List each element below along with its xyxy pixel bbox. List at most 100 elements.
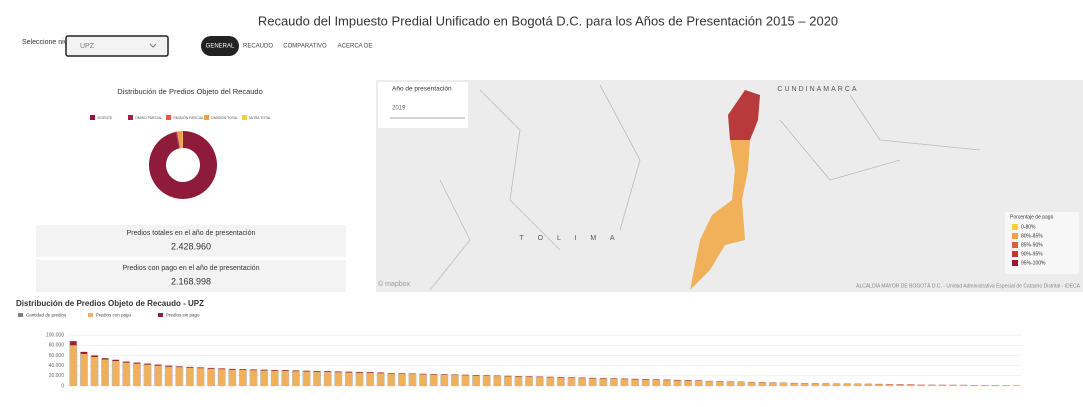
bar <box>590 378 596 386</box>
bar <box>399 374 405 386</box>
y-tick-label: 20.000 <box>49 373 65 379</box>
bar <box>187 368 193 386</box>
bar <box>547 377 553 386</box>
selector-value: UPZ <box>80 43 95 50</box>
bar <box>568 377 574 378</box>
bar <box>356 372 362 373</box>
bar <box>420 374 426 375</box>
bar <box>653 380 659 386</box>
bar <box>219 369 225 386</box>
map[interactable]: Año de presentación 2019 CUNDINAMARCA T … <box>376 80 1083 292</box>
y-tick-label: 100.000 <box>46 332 64 338</box>
bar <box>197 367 203 368</box>
bar <box>388 374 394 386</box>
bar <box>674 380 680 386</box>
bar <box>632 379 638 386</box>
stat-label: Predios totales en el año de presentació… <box>127 230 256 237</box>
bar <box>144 365 150 386</box>
legend-swatch <box>128 115 133 120</box>
bar <box>611 379 617 386</box>
bar <box>134 363 140 364</box>
bar <box>929 385 935 386</box>
bar <box>378 373 384 374</box>
bar <box>971 385 977 386</box>
legend-swatch <box>88 313 93 317</box>
bar <box>1014 385 1020 386</box>
bar <box>282 371 288 386</box>
bar <box>579 378 585 379</box>
tab[interactable]: GENERAL <box>206 44 235 50</box>
bar <box>685 381 691 386</box>
bar <box>367 372 373 373</box>
year-label: Año de presentación <box>392 86 452 93</box>
bar <box>187 367 193 368</box>
bar <box>844 384 850 386</box>
bar <box>738 382 744 386</box>
bar <box>240 370 246 386</box>
bar <box>855 384 861 386</box>
bar <box>547 377 553 378</box>
legend-label: 80%-85% <box>1021 233 1043 239</box>
legend-swatch <box>90 115 95 120</box>
bar <box>611 378 617 379</box>
bar <box>113 361 119 386</box>
bar <box>123 363 129 386</box>
year-value[interactable]: 2019 <box>392 106 406 112</box>
bar <box>579 378 585 386</box>
tab[interactable]: RECAUDO <box>243 44 273 50</box>
legend-label: Cantidad de predios <box>26 313 67 318</box>
bar <box>272 371 278 386</box>
bar <box>197 368 203 386</box>
credit: ALCALDÍA MAYOR DE BOGOTÁ D.C. - Unidad A… <box>856 282 1081 289</box>
bar <box>91 357 97 386</box>
bar <box>176 366 182 367</box>
bar <box>91 355 97 357</box>
legend-label: MORA TOTAL <box>249 116 271 120</box>
bar <box>749 382 755 386</box>
bar <box>621 379 627 380</box>
legend-swatch <box>166 115 171 120</box>
legend-swatch <box>1012 251 1018 257</box>
bar <box>123 362 129 363</box>
legend-label: 85%-90% <box>1021 242 1043 248</box>
bar <box>600 379 606 386</box>
legend-swatch <box>204 115 209 120</box>
bar <box>473 376 479 386</box>
bar <box>590 378 596 379</box>
y-tick-label: 80.000 <box>49 343 65 349</box>
legend-swatch <box>1012 242 1018 248</box>
legend-swatch <box>1012 224 1018 230</box>
bar <box>293 370 299 371</box>
tab[interactable]: ACERCA DE <box>338 44 373 50</box>
bar <box>515 377 521 386</box>
bar <box>918 385 924 386</box>
bar <box>431 374 437 375</box>
bar <box>81 352 87 354</box>
bar <box>812 384 818 386</box>
bar <box>621 379 627 386</box>
bar <box>473 375 479 376</box>
bar <box>696 380 702 381</box>
pie-title: Distribución de Predios Objeto del Recau… <box>117 87 263 96</box>
bar <box>1003 385 1009 386</box>
bar <box>908 384 914 386</box>
bar <box>950 385 956 386</box>
bar <box>431 375 437 386</box>
bar <box>282 370 288 371</box>
bar <box>314 371 320 372</box>
legend-title: Porcentaje de pago <box>1010 214 1054 220</box>
legend-label: OMISO PARCIAL <box>135 116 162 120</box>
bar <box>144 364 150 365</box>
bar <box>462 375 468 386</box>
bar <box>727 382 733 386</box>
tab[interactable]: COMPARATIVO <box>283 44 327 50</box>
bar <box>441 374 447 375</box>
bar <box>833 384 839 386</box>
legend-swatch <box>1012 233 1018 239</box>
bar <box>600 378 606 379</box>
bar <box>462 375 468 376</box>
bar <box>876 384 882 386</box>
bar-title: Distribución de Predios Objeto de Recaud… <box>16 299 204 308</box>
